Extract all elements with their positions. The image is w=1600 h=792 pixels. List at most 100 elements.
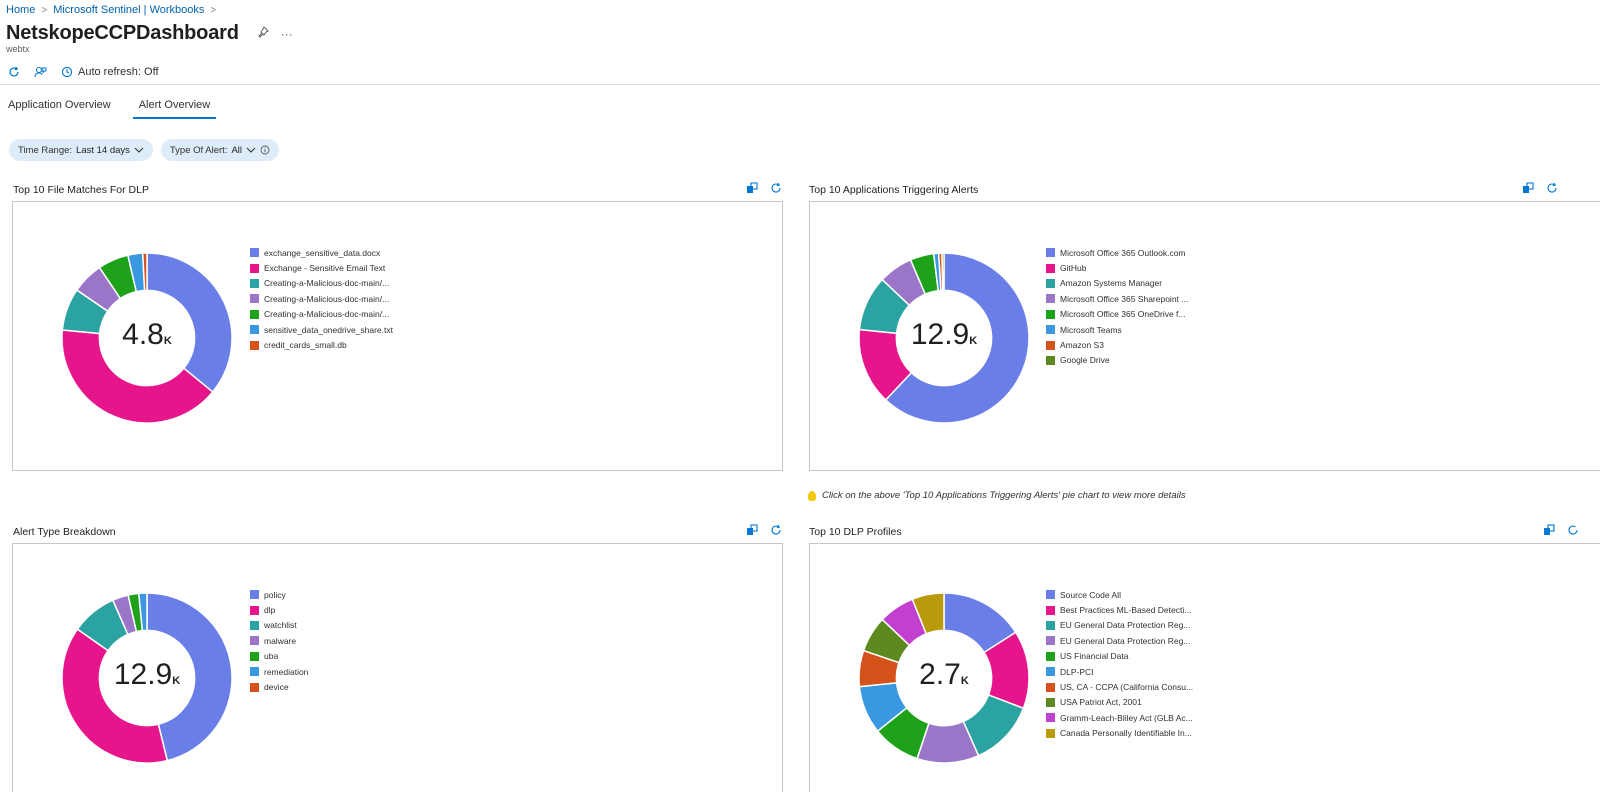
donut-slice[interactable] [941, 252, 945, 292]
legend-item[interactable]: EU General Data Protection Reg... [1046, 618, 1193, 633]
donut-slice[interactable] [911, 592, 945, 635]
legend-item[interactable]: US Financial Data [1046, 649, 1193, 664]
time-range-dropdown[interactable]: Time Range: Last 14 days [9, 139, 153, 161]
donut-chart[interactable] [61, 592, 233, 764]
legend-item[interactable]: Google Drive [1046, 353, 1188, 368]
legend-label: US, CA - CCPA (California Consu... [1060, 682, 1194, 693]
legend-item[interactable]: DLP-PCI [1046, 664, 1193, 679]
legend-item[interactable]: EU General Data Protection Reg... [1046, 633, 1193, 648]
legend-item[interactable]: Creating-a-Malicious-doc-main/... [250, 276, 393, 291]
legend-item[interactable]: Amazon Systems Manager [1046, 276, 1188, 291]
legend-item[interactable]: Creating-a-Malicious-doc-main/... [250, 291, 393, 306]
legend-swatch [250, 620, 259, 630]
parameters-bar: Time Range: Last 14 days Type Of Alert: … [9, 139, 280, 161]
chart-panel-file-matches: 4.8K exchange_sensitive_data.docx Exchang… [12, 201, 783, 471]
export-icon[interactable] [1522, 182, 1534, 197]
legend-item[interactable]: Microsoft Office 365 Outlook.com [1046, 245, 1188, 260]
tab-application-overview[interactable]: Application Overview [8, 99, 111, 111]
export-icon[interactable] [746, 524, 758, 539]
auto-refresh-button[interactable]: Auto refresh: Off [61, 66, 159, 78]
legend-label: Best Practices ML-Based Detecti... [1060, 605, 1192, 616]
refresh-icon[interactable] [1546, 182, 1558, 197]
donut-total: 4.8K [61, 318, 233, 352]
legend-label: Microsoft Office 365 Outlook.com [1060, 247, 1186, 258]
legend-item[interactable]: Best Practices ML-Based Detecti... [1046, 602, 1193, 617]
clock-icon [61, 66, 73, 78]
legend-item[interactable]: uba [250, 649, 308, 664]
legend-swatch [1046, 605, 1055, 615]
donut-slice[interactable] [61, 628, 169, 764]
legend-item[interactable]: policy [250, 587, 308, 602]
tab-alert-overview[interactable]: Alert Overview [132, 99, 217, 119]
legend-item[interactable]: Exchange - Sensitive Email Text [250, 260, 393, 275]
panel-title-applications: Top 10 Applications Triggering Alerts [809, 184, 979, 196]
legend-label: Exchange - Sensitive Email Text [264, 263, 386, 274]
donut-chart[interactable] [858, 252, 1030, 424]
legend-item[interactable]: Creating-a-Malicious-doc-main/... [250, 307, 393, 322]
export-icon[interactable] [1543, 524, 1555, 539]
legend-label: Amazon S3 [1060, 340, 1104, 351]
legend-label: device [264, 682, 289, 693]
legend-swatch [250, 294, 259, 304]
donut-total-suffix: K [163, 335, 172, 347]
legend-swatch [250, 263, 259, 273]
refresh-icon[interactable] [770, 524, 782, 539]
legend-swatch [1046, 309, 1055, 319]
legend-item[interactable]: Microsoft Teams [1046, 322, 1188, 337]
legend-item[interactable]: US, CA - CCPA (California Consu... [1046, 679, 1193, 694]
legend-label: US Financial Data [1060, 651, 1129, 662]
refresh-icon[interactable] [770, 182, 782, 197]
donut-slice[interactable] [146, 252, 233, 394]
legend-item[interactable]: Amazon S3 [1046, 337, 1188, 352]
alert-type-dropdown[interactable]: Type Of Alert: All [160, 139, 280, 161]
donut-total-suffix: K [969, 335, 978, 347]
info-icon[interactable] [260, 145, 270, 155]
legend-item[interactable]: GitHub [1046, 260, 1188, 275]
donut-slice[interactable] [61, 329, 214, 424]
donut-total-suffix: K [960, 675, 969, 687]
legend-item[interactable]: dlp [250, 602, 308, 617]
refresh-button[interactable] [8, 66, 20, 78]
legend-label: EU General Data Protection Reg... [1060, 620, 1191, 631]
legend-item[interactable]: sensitive_data_onedrive_share.txt [250, 322, 393, 337]
legend-swatch [1046, 294, 1055, 304]
feedback-button[interactable] [34, 66, 47, 78]
legend-item[interactable]: USA Patriot Act, 2001 [1046, 695, 1193, 710]
legend-swatch [1046, 340, 1055, 350]
legend-item[interactable]: credit_cards_small.db [250, 337, 393, 352]
donut-chart[interactable] [858, 592, 1030, 764]
more-options-icon[interactable]: ··· [280, 26, 293, 41]
donut-total: 2.7K [858, 658, 1030, 692]
legend-item[interactable]: Microsoft Office 365 Sharepoint ... [1046, 291, 1188, 306]
donut-total-value: 2.7 [919, 658, 961, 691]
legend-item[interactable]: exchange_sensitive_data.docx [250, 245, 393, 260]
auto-refresh-label: Auto refresh: Off [78, 66, 159, 78]
legend-item[interactable]: device [250, 679, 308, 694]
export-icon[interactable] [746, 182, 758, 197]
legend-swatch [1046, 355, 1055, 365]
legend-item[interactable]: Gramm-Leach-Bliley Act (GLB Ac... [1046, 710, 1193, 725]
legend-item[interactable]: malware [250, 633, 308, 648]
legend-item[interactable]: remediation [250, 664, 308, 679]
legend-item[interactable]: Microsoft Office 365 OneDrive f... [1046, 307, 1188, 322]
breadcrumb-home-link[interactable]: Home [6, 4, 36, 16]
donut-slice[interactable] [141, 252, 148, 292]
legend-item[interactable]: watchlist [250, 618, 308, 633]
donut-total-value: 12.9 [113, 658, 173, 691]
donut-slice[interactable] [137, 592, 148, 632]
legend-item[interactable]: Source Code All [1046, 587, 1193, 602]
chart-legend: policy dlp watchlist malware uba remediation d… [250, 587, 308, 695]
legend-label: Source Code All [1060, 589, 1121, 600]
refresh-icon[interactable] [1567, 524, 1579, 539]
legend-swatch [250, 278, 259, 288]
donut-slice[interactable] [884, 252, 1030, 424]
donut-slice[interactable] [146, 592, 233, 762]
legend-item[interactable]: Canada Personally Identifiable In... [1046, 726, 1193, 741]
legend-label: Creating-a-Malicious-doc-main/... [264, 309, 390, 320]
pin-icon[interactable] [257, 26, 269, 41]
legend-label: DLP-PCI [1060, 666, 1094, 677]
lightbulb-icon [808, 490, 816, 501]
legend-label: Google Drive [1060, 355, 1110, 366]
donut-chart[interactable] [61, 252, 233, 424]
breadcrumb-workbooks-link[interactable]: Microsoft Sentinel | Workbooks [53, 4, 205, 16]
